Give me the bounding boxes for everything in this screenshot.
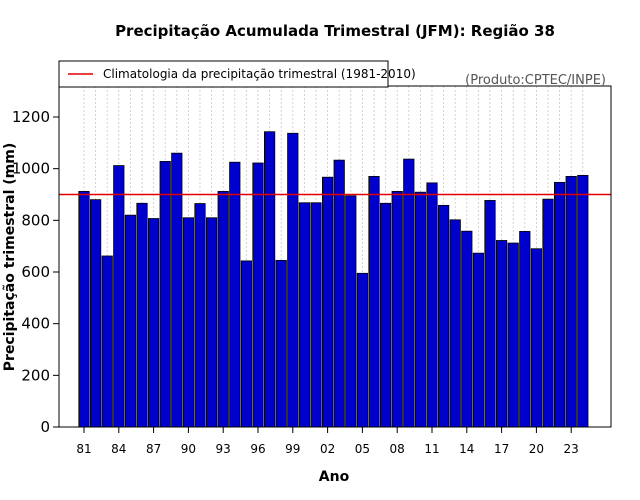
bar-2015 bbox=[472, 252, 485, 428]
legend: Climatologia da precipitação trimestral … bbox=[58, 60, 416, 88]
x-tick-label: 02 bbox=[320, 442, 335, 456]
bar-2009 bbox=[403, 158, 415, 428]
bar-2014 bbox=[461, 230, 473, 428]
bar-1992 bbox=[205, 217, 218, 428]
y-tick-label: 600 bbox=[21, 263, 50, 281]
bar-1985 bbox=[124, 214, 136, 428]
y-tick-label: 200 bbox=[21, 366, 50, 384]
x-tick-label: 84 bbox=[111, 442, 126, 456]
y-tick-label: 400 bbox=[21, 315, 50, 333]
chart-title: Precipitação Acumulada Trimestral (JFM):… bbox=[115, 22, 555, 40]
bar-1996 bbox=[252, 162, 264, 428]
bar-1995 bbox=[240, 260, 252, 428]
y-axis: 0 200 400 600 800 1000 1200 bbox=[12, 108, 59, 436]
bar-2003 bbox=[333, 159, 345, 428]
bar-1993 bbox=[217, 190, 229, 428]
x-tick-label: 23 bbox=[564, 442, 579, 456]
bar-1988 bbox=[159, 161, 171, 428]
y-axis-label: Precipitação trimestral (mm) bbox=[2, 143, 18, 371]
bar-2018 bbox=[507, 242, 519, 428]
credit-text: (Produto:CPTEC/INPE) bbox=[465, 73, 606, 88]
bar-2005 bbox=[356, 272, 369, 428]
bar-2008 bbox=[391, 190, 403, 428]
bar-2004 bbox=[345, 195, 357, 428]
bar-1994 bbox=[229, 161, 241, 428]
bar-1990 bbox=[182, 217, 194, 428]
x-tick-label: 99 bbox=[285, 442, 300, 456]
bar-2012 bbox=[437, 204, 450, 428]
bar-2021 bbox=[542, 198, 554, 428]
x-tick-label: 17 bbox=[494, 442, 509, 456]
x-axis-label: Ano bbox=[319, 469, 350, 485]
bar-2024 bbox=[577, 174, 589, 428]
legend-box bbox=[58, 60, 389, 88]
x-axis: 81 84 87 90 93 96 99 02 05 08 11 14 17 20 23 bbox=[76, 427, 579, 456]
bar-1982 bbox=[90, 199, 102, 428]
bar-1986 bbox=[136, 202, 148, 428]
bar-2011 bbox=[426, 182, 438, 428]
bar-2023 bbox=[565, 176, 577, 428]
bar-2010 bbox=[414, 191, 427, 428]
bar-2001 bbox=[310, 202, 322, 428]
x-tick-label: 96 bbox=[250, 442, 265, 456]
bars bbox=[78, 131, 589, 428]
bar-2016 bbox=[484, 200, 496, 428]
bar-2022 bbox=[554, 181, 566, 428]
y-tick-label: 0 bbox=[40, 418, 50, 436]
bar-2017 bbox=[495, 240, 508, 428]
bar-1987 bbox=[147, 218, 160, 428]
bar-1998 bbox=[275, 259, 287, 428]
bar-2013 bbox=[449, 219, 461, 428]
y-tick-label: 1000 bbox=[12, 160, 50, 178]
x-tick-label: 11 bbox=[424, 442, 439, 456]
x-tick-label: 81 bbox=[76, 442, 91, 456]
y-tick-label: 1200 bbox=[12, 108, 50, 126]
x-tick-label: 05 bbox=[355, 442, 370, 456]
bar-1984 bbox=[113, 165, 125, 428]
x-tick-label: 93 bbox=[216, 442, 231, 456]
bar-2006 bbox=[368, 176, 380, 428]
x-tick-label: 08 bbox=[390, 442, 405, 456]
x-tick-label: 20 bbox=[529, 442, 544, 456]
bar-2020 bbox=[530, 248, 543, 428]
bar-1997 bbox=[263, 131, 276, 428]
bar-2002 bbox=[321, 176, 334, 428]
bar-1981 bbox=[78, 190, 90, 428]
x-tick-label: 14 bbox=[459, 442, 474, 456]
bar-1999 bbox=[287, 132, 299, 428]
bar-1983 bbox=[101, 255, 113, 428]
x-tick-label: 87 bbox=[146, 442, 161, 456]
legend-label: Climatologia da precipitação trimestral … bbox=[103, 67, 416, 81]
x-tick-label: 90 bbox=[181, 442, 196, 456]
bar-2007 bbox=[379, 202, 392, 428]
y-tick-label: 800 bbox=[21, 211, 50, 229]
bar-1991 bbox=[194, 203, 206, 428]
bar-2019 bbox=[519, 231, 531, 428]
bar-2000 bbox=[298, 202, 311, 428]
